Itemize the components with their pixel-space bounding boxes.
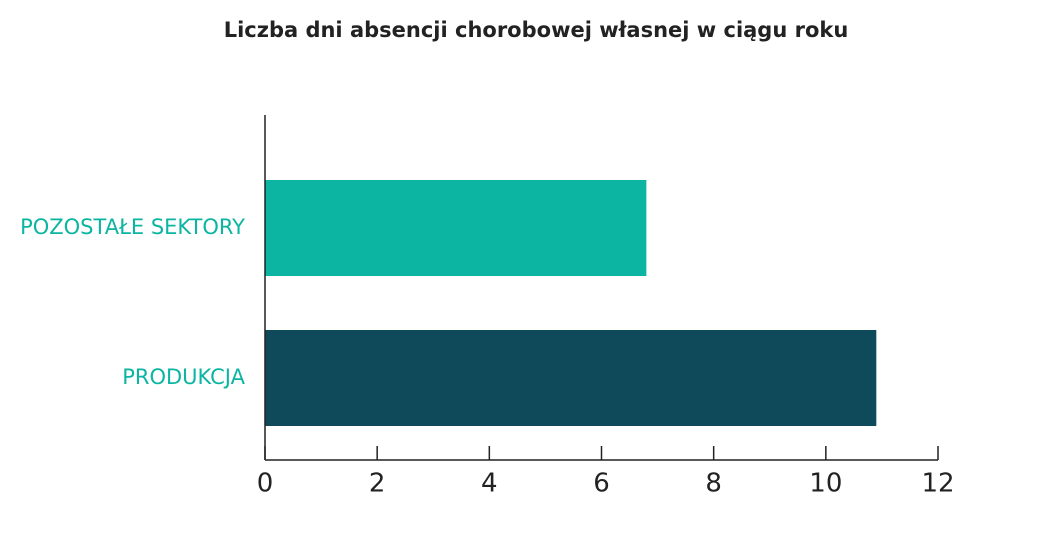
x-tick-label: 12 [921,469,954,499]
bar [265,180,647,276]
x-tick-label: 10 [809,469,842,499]
x-tick-label: 6 [593,469,610,499]
x-tick-label: 4 [481,469,498,499]
chart-title: Liczba dni absencji chorobowej własnej w… [224,18,849,42]
bar [265,330,877,426]
x-tick-label: 2 [369,469,386,499]
x-tick-label: 0 [257,469,274,499]
x-tick-label: 8 [705,469,722,499]
category-label: POZOSTAŁE SEKTORY [20,215,245,239]
category-label: PRODUKCJA [122,365,245,389]
